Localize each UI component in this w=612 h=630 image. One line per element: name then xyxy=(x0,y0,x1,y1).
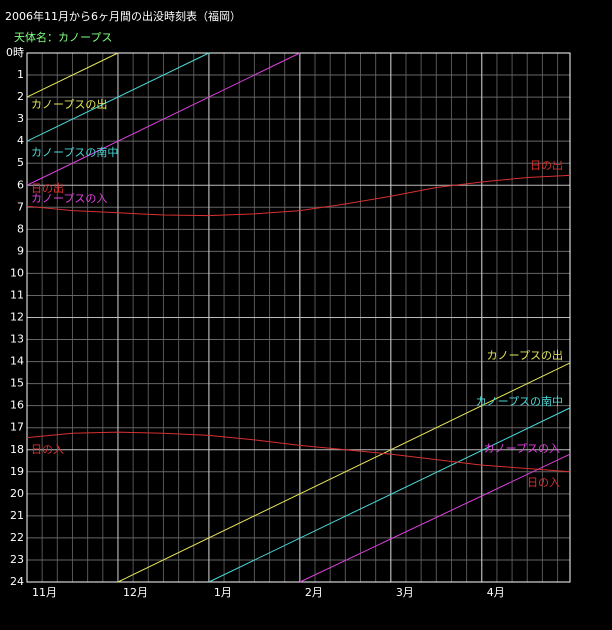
y-tick-label: 15 xyxy=(10,377,24,390)
x-tick-label: 1月 xyxy=(214,586,232,599)
series-label: カノープスの出 xyxy=(31,97,107,111)
x-tick-label: 3月 xyxy=(396,586,414,599)
y-tick-label: 5 xyxy=(17,156,24,169)
y-tick-label: 6 xyxy=(17,178,24,191)
y-tick-label: 23 xyxy=(10,553,24,566)
series-line xyxy=(208,407,571,583)
y-tick-label: 3 xyxy=(17,112,24,125)
series-label: 日の入 xyxy=(527,476,560,489)
series-label: カノープスの入 xyxy=(484,442,560,455)
y-tick-label: 22 xyxy=(10,531,24,544)
y-tick-label: 14 xyxy=(10,355,24,368)
y-tick-label: 12 xyxy=(10,311,24,324)
series-line xyxy=(26,431,571,473)
y-tick-label: 16 xyxy=(10,399,24,412)
series-line xyxy=(26,52,210,142)
y-tick-label: 19 xyxy=(10,465,24,478)
y-tick-label: 8 xyxy=(17,222,24,235)
series-label: 日の入 xyxy=(31,443,64,456)
y-tick-label: 11 xyxy=(10,288,24,301)
series-line xyxy=(117,362,571,583)
series-label: カノープスの南中 xyxy=(31,146,118,159)
y-tick-label: 21 xyxy=(10,509,24,522)
series-line xyxy=(299,453,571,583)
x-tick-label: 12月 xyxy=(123,586,148,599)
x-tick-label: 4月 xyxy=(487,586,505,599)
y-tick-label: 24 xyxy=(10,575,24,588)
series-line xyxy=(26,52,119,98)
y-tick-label: 20 xyxy=(10,487,24,500)
y-tick-label: 7 xyxy=(17,200,24,213)
y-tick-label: 17 xyxy=(10,421,24,434)
x-tick-label: 2月 xyxy=(305,586,323,599)
series-line xyxy=(26,174,571,217)
series-label: 日の出 xyxy=(530,158,563,172)
y-tick-label: 4 xyxy=(17,134,24,147)
y-tick-label: 18 xyxy=(10,443,24,456)
series-line xyxy=(26,52,301,186)
y-tick-label: 10 xyxy=(10,266,24,279)
series-label: カノープスの出 xyxy=(487,348,563,362)
chart-title: 2006年11月から6ヶ月間の出没時刻表（福岡） xyxy=(5,9,241,23)
plot-frame xyxy=(26,52,571,583)
series-label: 日の出 xyxy=(31,181,64,195)
y-tick-label: 0時 xyxy=(6,46,24,59)
x-tick-label: 11月 xyxy=(32,586,57,599)
y-tick-label: 9 xyxy=(17,244,24,257)
chart-subtitle: 天体名：カノープス xyxy=(14,30,112,44)
y-tick-label: 13 xyxy=(10,333,24,346)
series-label: カノープスの入 xyxy=(31,192,107,205)
y-tick-label: 1 xyxy=(17,68,24,81)
series-label: カノープスの南中 xyxy=(476,395,563,408)
y-tick-label: 2 xyxy=(17,90,24,103)
